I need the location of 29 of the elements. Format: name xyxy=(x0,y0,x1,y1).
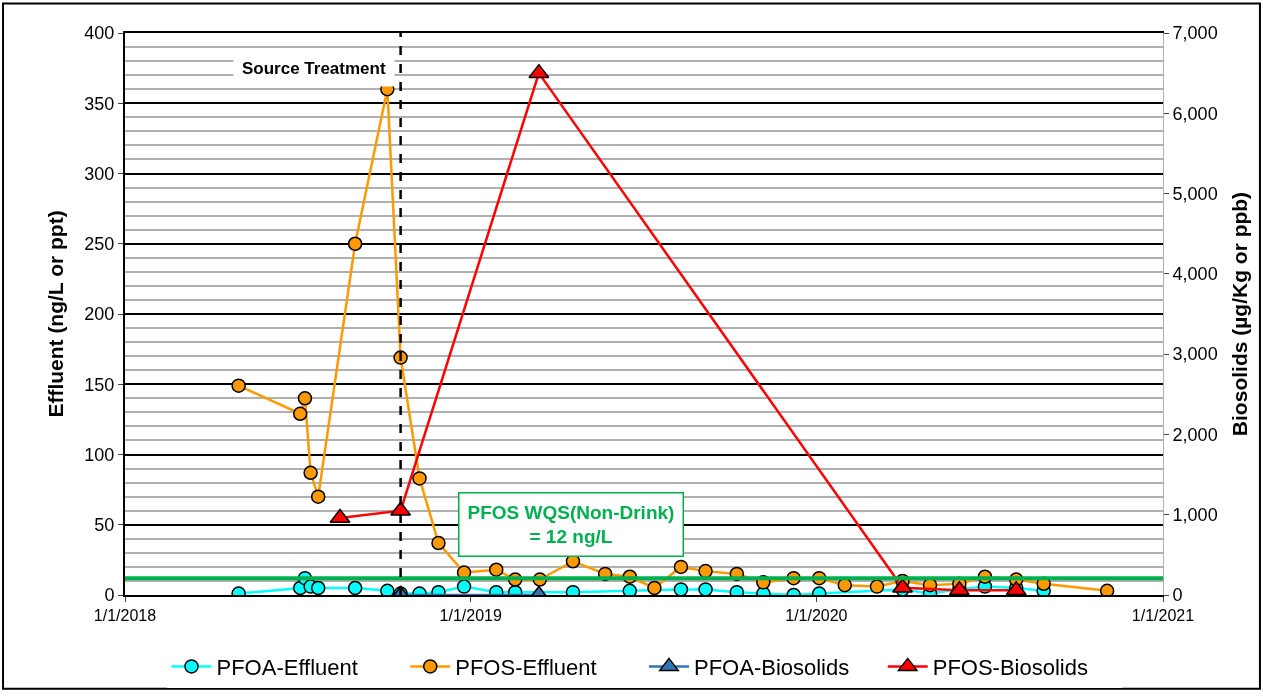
ref-line-label: PFOS WQS(Non-Drink) = 12 ng/L xyxy=(467,501,675,548)
y2-tick-label: 5,000 xyxy=(1172,183,1218,204)
x-tick-label: 1/1/2019 xyxy=(439,607,502,625)
legend-label: PFOA-Effluent xyxy=(216,654,358,680)
y-tick-label: 200 xyxy=(84,304,115,325)
ref-line-label: Source Treatment xyxy=(242,59,386,78)
legend-label: PFOA-Biosolids xyxy=(693,654,850,680)
y-tick-label: 400 xyxy=(84,23,115,44)
legend-label: PFOS-Effluent xyxy=(455,654,597,680)
y2-tick-label: 2,000 xyxy=(1172,424,1218,445)
y-tick-label: 300 xyxy=(84,163,115,184)
legend-label: PFOS-Biosolids xyxy=(932,654,1088,680)
x-tick-label: 1/1/2021 xyxy=(1131,607,1195,625)
x-tick-label: 1/1/2020 xyxy=(785,607,848,625)
y2-tick-label: 1,000 xyxy=(1172,505,1218,526)
y-tick-label: 50 xyxy=(94,515,115,536)
y2-tick-label: 4,000 xyxy=(1172,264,1218,285)
y-tick-label: 100 xyxy=(84,444,115,465)
y2-tick-label: 3,000 xyxy=(1172,344,1218,365)
y-axis-title: Effluent (ng/L or ppt) xyxy=(44,210,67,418)
y2-axis-title: Biosolids (µg/Kg or ppb) xyxy=(1227,191,1251,437)
y2-tick-label: 0 xyxy=(1172,585,1183,606)
y2-tick-label: 7,000 xyxy=(1172,23,1218,44)
x-tick-label: 1/1/2018 xyxy=(93,607,157,625)
y-tick-label: 150 xyxy=(84,374,115,395)
y2-tick-label: 6,000 xyxy=(1172,103,1218,124)
y-tick-label: 350 xyxy=(84,93,115,114)
y-tick-label: 250 xyxy=(84,234,115,255)
y-tick-label: 0 xyxy=(104,585,115,606)
